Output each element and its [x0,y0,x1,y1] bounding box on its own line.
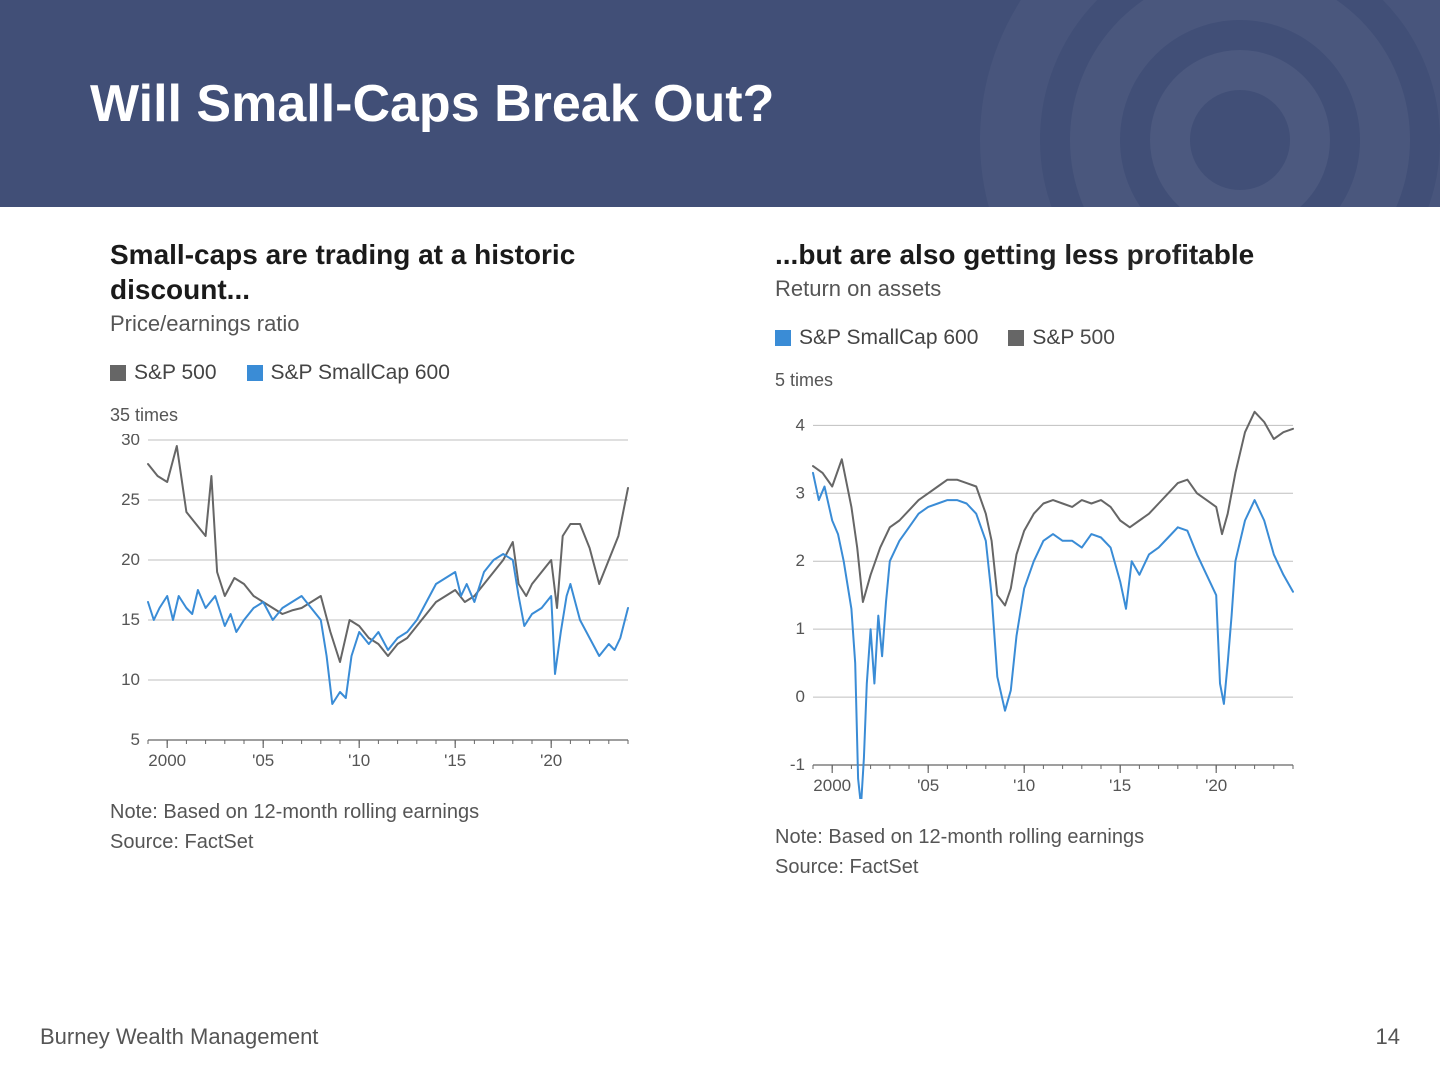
slide-body: Small-caps are trading at a historic dis… [0,207,1440,882]
svg-text:-1: -1 [790,755,805,774]
legend-swatch [110,365,126,381]
slide-title: Will Small-Caps Break Out? [90,74,774,134]
right-chart-top-label: 5 times [775,370,1350,391]
svg-text:3: 3 [796,483,805,502]
svg-text:15: 15 [121,610,140,629]
svg-text:2000: 2000 [148,751,186,770]
legend-item: S&P SmallCap 600 [247,361,450,385]
left-panel: Small-caps are trading at a historic dis… [110,237,685,882]
right-panel: ...but are also getting less profitable … [775,237,1350,882]
svg-text:2: 2 [796,551,805,570]
legend-swatch [247,365,263,381]
right-chart-svg: 4 3 2 1 0 -1 2000 '05 '10 '15 '20 [775,399,1303,799]
svg-text:'20: '20 [1205,776,1227,795]
legend-item: S&P 500 [110,361,217,385]
legend-swatch [1008,330,1024,346]
legend-label: S&P 500 [1032,326,1115,349]
legend-label: S&P 500 [134,361,217,384]
svg-text:0: 0 [796,687,805,706]
slide-footer: Burney Wealth Management 14 [40,1024,1400,1050]
svg-text:4: 4 [796,415,805,434]
svg-text:'15: '15 [444,751,466,770]
left-chart: 30 25 20 15 10 5 2000 '05 '10 '15 '20 [110,434,685,779]
chart-note: Note: Based on 12-month rolling earnings [110,797,685,827]
footer-page-number: 14 [1376,1024,1400,1050]
right-chart-title: ...but are also getting less profitable [775,237,1350,272]
legend-swatch [775,330,791,346]
svg-text:20: 20 [121,550,140,569]
legend-label: S&P SmallCap 600 [271,361,450,384]
svg-text:1: 1 [796,619,805,638]
right-chart-legend: S&P SmallCap 600 S&P 500 [775,326,1350,350]
svg-text:'10: '10 [348,751,370,770]
svg-text:'15: '15 [1109,776,1131,795]
svg-text:'05: '05 [917,776,939,795]
svg-text:5: 5 [131,730,140,749]
right-chart-subtitle: Return on assets [775,276,1350,302]
chart-source: Source: FactSet [775,852,1350,882]
legend-item: S&P 500 [1008,326,1115,350]
svg-text:2000: 2000 [813,776,851,795]
chart-source: Source: FactSet [110,827,685,857]
left-chart-svg: 30 25 20 15 10 5 2000 '05 '10 '15 '20 [110,434,638,774]
svg-text:25: 25 [121,490,140,509]
svg-text:'10: '10 [1013,776,1035,795]
left-chart-subtitle: Price/earnings ratio [110,311,685,337]
svg-text:'20: '20 [540,751,562,770]
legend-item: S&P SmallCap 600 [775,326,978,350]
left-chart-notes: Note: Based on 12-month rolling earnings… [110,797,685,857]
footer-company: Burney Wealth Management [40,1024,318,1050]
left-chart-top-label: 35 times [110,405,685,426]
chart-note: Note: Based on 12-month rolling earnings [775,822,1350,852]
slide-header: Will Small-Caps Break Out? [0,0,1440,207]
svg-text:30: 30 [121,434,140,449]
left-chart-legend: S&P 500 S&P SmallCap 600 [110,361,685,385]
svg-text:'05: '05 [252,751,274,770]
right-chart: 4 3 2 1 0 -1 2000 '05 '10 '15 '20 [775,399,1350,804]
right-chart-notes: Note: Based on 12-month rolling earnings… [775,822,1350,882]
slide: Will Small-Caps Break Out? Small-caps ar… [0,0,1440,1080]
legend-label: S&P SmallCap 600 [799,326,978,349]
svg-text:10: 10 [121,670,140,689]
left-chart-title: Small-caps are trading at a historic dis… [110,237,685,307]
